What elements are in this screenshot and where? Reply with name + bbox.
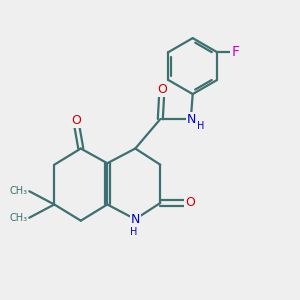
Text: CH₃: CH₃: [10, 213, 28, 223]
Text: O: O: [157, 83, 167, 96]
Text: N: N: [130, 213, 140, 226]
Text: N: N: [187, 112, 196, 126]
Text: H: H: [197, 121, 204, 130]
Text: O: O: [71, 114, 81, 127]
Text: CH₃: CH₃: [10, 186, 28, 196]
Text: O: O: [185, 196, 195, 209]
Text: F: F: [231, 45, 239, 59]
Text: H: H: [130, 226, 137, 237]
